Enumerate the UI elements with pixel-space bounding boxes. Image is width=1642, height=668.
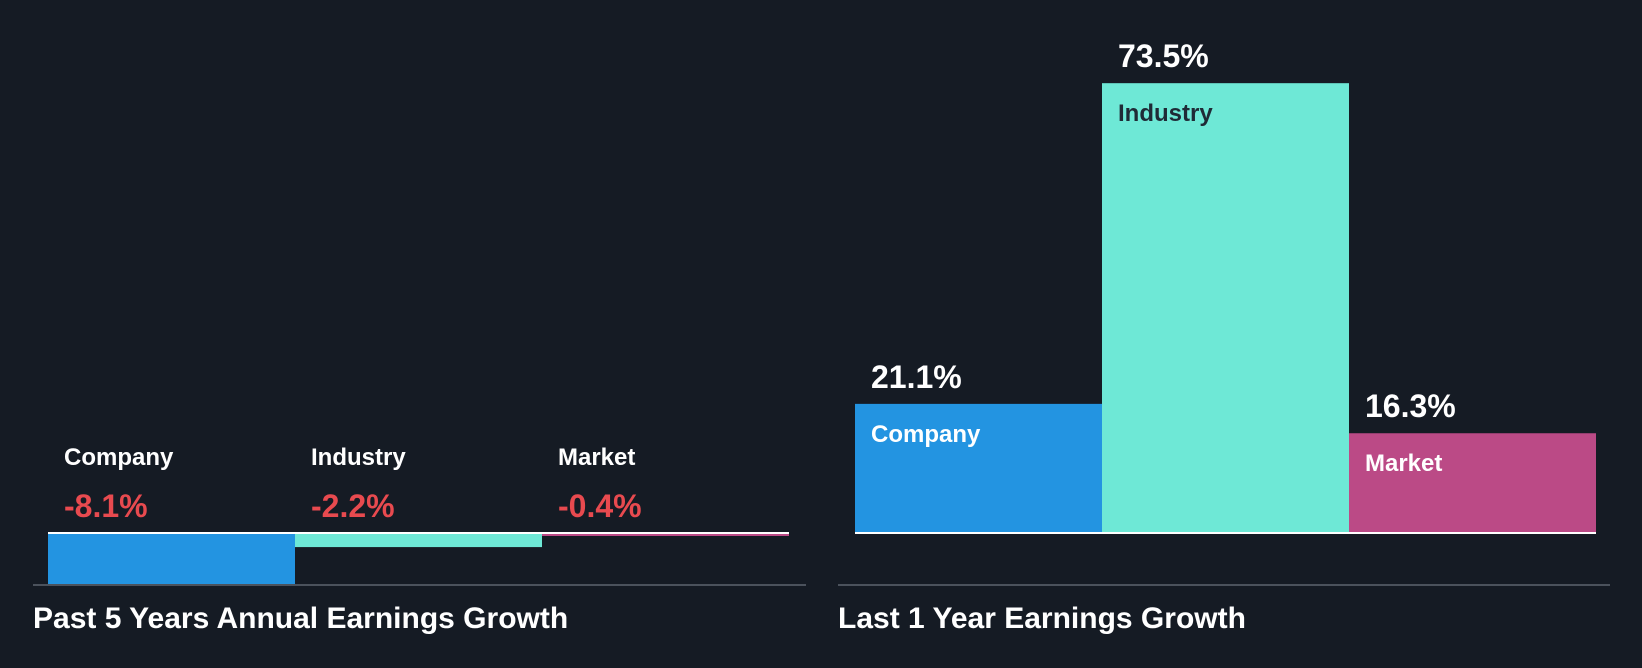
past-5-years-market-label: Market: [558, 444, 635, 471]
past-5-years-title: Past 5 Years Annual Earnings Growth: [33, 602, 568, 635]
past-5-years-industry-value: -2.2%: [311, 488, 395, 524]
past-5-years-company-label: Company: [64, 444, 174, 471]
past-5-years-company-bar: [48, 533, 295, 585]
past-5-years-market-bar: [542, 533, 789, 536]
past-5-years-panel: Company Industry Market -8.1% -2.2% -0.4…: [33, 444, 806, 635]
last-1-year-industry-label: Industry: [1118, 100, 1213, 127]
last-1-year-market-bar: [1349, 433, 1596, 533]
last-1-year-company-value: 21.1%: [871, 359, 962, 395]
last-1-year-industry-bar: [1102, 83, 1349, 534]
past-5-years-industry-bar: [295, 533, 542, 548]
last-1-year-market-label: Market: [1365, 450, 1442, 477]
past-5-years-company-value: -8.1%: [64, 488, 148, 524]
last-1-year-panel: Company Industry Market 21.1% 73.5% 16.3…: [838, 38, 1610, 635]
last-1-year-market-value: 16.3%: [1365, 388, 1456, 424]
last-1-year-title: Last 1 Year Earnings Growth: [838, 602, 1246, 635]
past-5-years-industry-label: Industry: [311, 444, 406, 471]
past-5-years-market-value: -0.4%: [558, 488, 642, 524]
last-1-year-company-label: Company: [871, 421, 981, 448]
last-1-year-company-bar: [855, 403, 1102, 533]
last-1-year-industry-value: 73.5%: [1118, 38, 1209, 74]
